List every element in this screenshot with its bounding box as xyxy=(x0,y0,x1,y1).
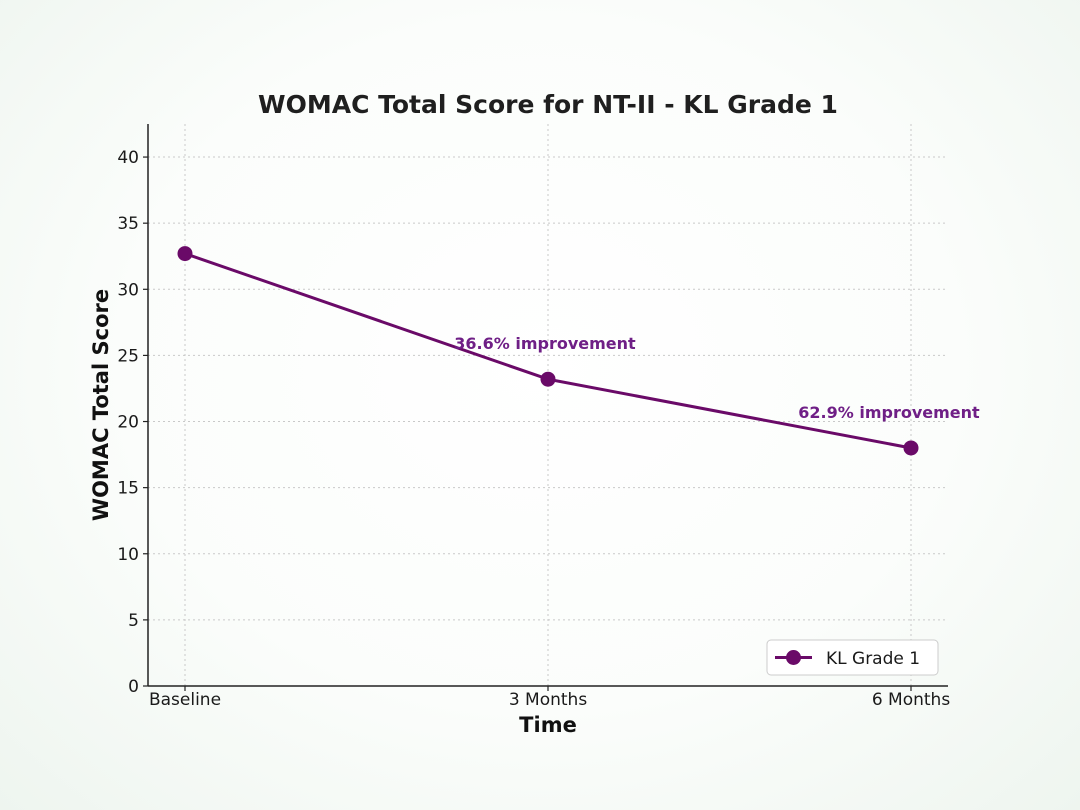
improvement-annotation: 36.6% improvement xyxy=(454,334,636,353)
y-tick-label: 5 xyxy=(128,611,139,631)
series-layer: Baseline: 32.7 3 Months: 23.2 6 Months: 18 xyxy=(177,246,919,456)
x-tick-label: 6 Months xyxy=(872,690,951,710)
x-tick-label: Baseline xyxy=(149,690,221,710)
y-tick-label: 0 xyxy=(128,677,139,697)
legend-box xyxy=(766,639,939,676)
x-axis-title: Time xyxy=(519,713,577,737)
legend-marker-swatch xyxy=(786,650,801,665)
data-point: 6 Months: 18 xyxy=(903,440,919,456)
y-tick-label: 10 xyxy=(117,545,139,565)
y-tick-label: 20 xyxy=(117,413,139,433)
x-axis-ticks: Baseline 3 Months 6 Months xyxy=(149,686,950,710)
y-tick-label: 35 xyxy=(117,214,139,234)
annotations: 36.6% improvement 62.9% improvement xyxy=(454,334,980,422)
improvement-annotation: 62.9% improvement xyxy=(798,403,980,422)
y-axis-title: WOMAC Total Score xyxy=(89,289,113,521)
gridlines xyxy=(148,124,948,686)
x-tick-label: 3 Months xyxy=(509,690,588,710)
y-tick-label: 25 xyxy=(117,346,139,366)
legend-label: KL Grade 1 xyxy=(826,649,920,669)
y-tick-label: 15 xyxy=(117,479,139,499)
data-point: Baseline: 32.7 xyxy=(177,246,193,262)
data-point: 3 Months: 23.2 xyxy=(540,371,556,387)
y-tick-label: 30 xyxy=(117,280,139,300)
chart-title: WOMAC Total Score for NT-II - KL Grade 1 xyxy=(258,90,838,119)
y-axis-ticks: 0 5 10 15 20 25 30 35 40 xyxy=(117,148,148,697)
legend: KL Grade 1 xyxy=(766,639,939,676)
y-tick-label: 40 xyxy=(117,148,139,168)
